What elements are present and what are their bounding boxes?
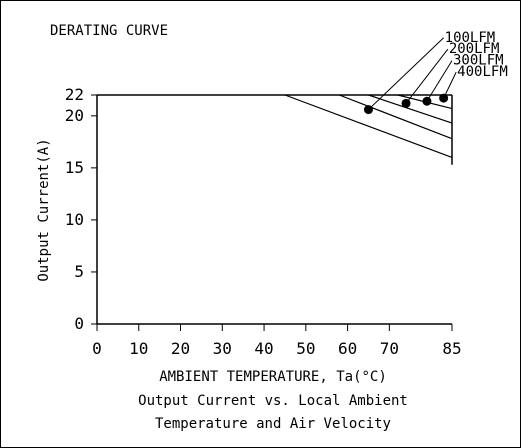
y-tick-label-22: 22 (65, 85, 84, 104)
series-line-300LFM (368, 94, 453, 124)
y-tick-label-20: 20 (65, 106, 84, 125)
series-label-100LFM: 100LFM (445, 30, 496, 46)
leader-line-100LFM (368, 37, 444, 110)
leader-line-200LFM (405, 48, 449, 104)
x-tick-label-30: 30 (213, 339, 232, 358)
x-tick-label-40: 40 (254, 339, 273, 358)
y-axis-label: Output Current(A) (36, 138, 52, 281)
knee-point-300LFM (422, 96, 432, 106)
y-tick-label-10: 10 (65, 210, 84, 229)
x-tick-label-70: 70 (380, 339, 399, 358)
series-line-100LFM (284, 94, 453, 159)
x-tick-label-50: 50 (296, 339, 315, 358)
plot-area: 0 10 20 30 40 50 60 70 85 0 5 10 15 20 22 100LFM200LFM3… (65, 30, 508, 358)
y-tick-label-0: 0 (74, 314, 84, 333)
x-tick-label-20: 20 (171, 339, 190, 358)
leader-line-300LFM (426, 60, 453, 102)
series-label-200LFM: 200LFM (449, 41, 500, 57)
x-tick-label-85: 85 (442, 339, 461, 358)
x-tick-label-60: 60 (338, 339, 357, 358)
series-line-200LFM (339, 94, 453, 140)
series-line-400LFM (397, 94, 453, 110)
series-label-300LFM: 300LFM (453, 53, 504, 69)
caption-line-2: Temperature and Air Velocity (155, 416, 391, 432)
caption-line-1: Output Current vs. Local Ambient (138, 393, 408, 409)
series-label-400LFM: 400LFM (457, 64, 508, 80)
y-tick-label-15: 15 (65, 158, 84, 177)
x-tick-label-10: 10 (129, 339, 148, 358)
chart-title: DERATING CURVE (50, 23, 168, 39)
knee-point-400LFM (439, 93, 449, 103)
knee-point-200LFM (401, 98, 411, 108)
x-axis-label: AMBIENT TEMPERATURE, Ta(°C) (159, 369, 387, 385)
leader-line-400LFM (443, 71, 457, 99)
x-tick-label-0: 0 (92, 339, 102, 358)
y-tick-label-5: 5 (74, 262, 84, 281)
